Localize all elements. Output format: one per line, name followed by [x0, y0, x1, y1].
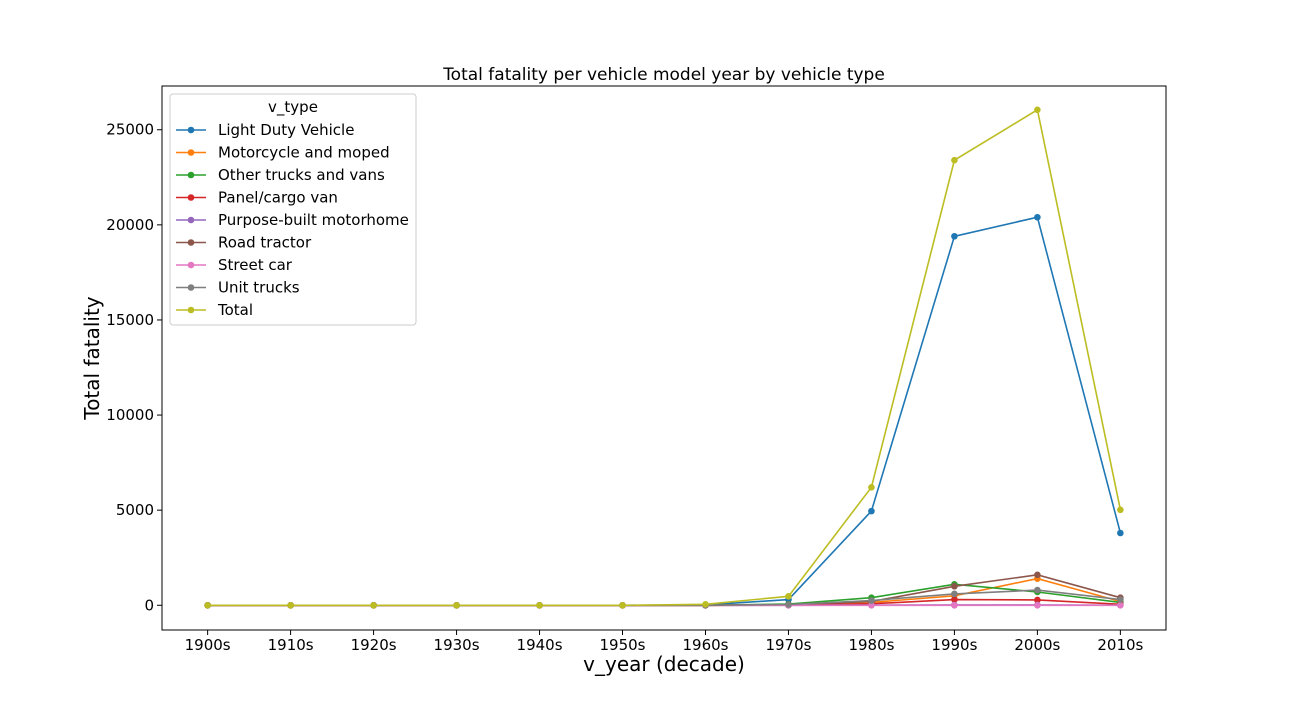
legend-marker: [187, 149, 195, 156]
data-point: [1034, 586, 1041, 594]
data-point: [868, 601, 875, 609]
data-point: [951, 596, 958, 603]
legend-marker: [187, 306, 195, 314]
legend-title: v_type: [268, 98, 318, 117]
y-axis: 0 5000 10000 15000 20000 25000: [106, 121, 162, 614]
x-tick-label: 1990s: [931, 636, 977, 654]
y-axis-label: Total fatality: [80, 296, 104, 420]
legend-marker: [187, 171, 195, 179]
legend-label: Unit trucks: [218, 279, 300, 297]
data-point: [1034, 213, 1041, 221]
data-point: [868, 484, 875, 491]
series-line: [207, 589, 1121, 607]
x-tick-label: 1900s: [185, 636, 231, 654]
x-tick-label: 2000s: [1014, 636, 1060, 654]
legend-item: Unit trucks: [176, 279, 300, 297]
data-point: [785, 593, 792, 600]
x-tick-label: 1980s: [848, 636, 894, 654]
series-line: [207, 108, 1122, 607]
legend-item: Motorcycle and moped: [176, 144, 390, 162]
legend-item: Purpose-built motorhome: [176, 211, 409, 229]
legend-item: Street car: [176, 256, 293, 274]
x-tick-label: 1970s: [765, 636, 811, 654]
legend-marker: [187, 284, 195, 291]
legend-marker: [187, 194, 195, 201]
x-axis: 1900s 1910s 1920s 1930s 1940s 1950s 1960s 1970s…: [185, 630, 1144, 654]
x-tick-label: 1950s: [600, 636, 646, 654]
data-point: [536, 601, 543, 609]
legend-item: Other trucks and vans: [176, 166, 385, 184]
legend-label: Purpose-built motorhome: [218, 211, 409, 229]
legend-label: Other trucks and vans: [218, 166, 385, 184]
data-point: [204, 601, 211, 609]
legend-marker: [187, 239, 195, 246]
x-axis-label: v_year (decade): [583, 652, 745, 676]
legend-label: Street car: [218, 256, 293, 274]
data-point: [1034, 571, 1041, 579]
x-tick-label: 1910s: [268, 636, 314, 654]
data-point: [951, 232, 958, 240]
legend-label: Light Duty Vehicle: [218, 121, 354, 139]
data-point: [1117, 529, 1124, 537]
plot-area: [161, 85, 1167, 631]
data-point: [951, 156, 958, 164]
legend-item: Light Duty Vehicle: [176, 121, 354, 139]
legend-box: [169, 93, 417, 326]
data-point: [1034, 596, 1041, 604]
data-point: [1117, 506, 1124, 514]
x-tick-label: 1940s: [517, 636, 563, 654]
legend-label: Panel/cargo van: [218, 189, 338, 207]
x-tick-label: 2010s: [1097, 636, 1143, 654]
data-point: [453, 601, 460, 609]
legend: v_type Light Duty Vehicle Motorcycle and …: [169, 93, 417, 326]
data-point: [951, 590, 958, 598]
data-point: [370, 601, 377, 609]
data-point: [619, 601, 626, 609]
data-point: [1034, 601, 1041, 609]
x-tick-label: 1920s: [351, 636, 397, 654]
series-panel-cargo-van: [204, 596, 1124, 609]
data-point: [1117, 601, 1124, 609]
data-point: [951, 582, 958, 590]
x-tick-label: 1960s: [682, 636, 728, 654]
series-line: [207, 583, 1121, 607]
legend-label: Motorcycle and moped: [218, 144, 390, 162]
data-point: [868, 597, 875, 604]
data-point: [868, 507, 875, 515]
legend-label: Total: [217, 301, 253, 319]
legend-item: Panel/cargo van: [176, 189, 338, 207]
legend-label: Road tractor: [218, 234, 312, 252]
y-tick-label: 15000: [106, 311, 154, 329]
y-tick-label: 10000: [106, 406, 154, 424]
x-tick-label: 1930s: [434, 636, 480, 654]
series-lines: [204, 106, 1124, 609]
legend-marker: [187, 216, 195, 224]
data-point: [951, 601, 958, 609]
y-tick-label: 5000: [116, 501, 154, 519]
data-point: [1034, 106, 1041, 114]
legend-item: Total: [176, 301, 253, 319]
legend-marker: [187, 126, 195, 134]
legend-item: Road tractor: [176, 234, 312, 252]
y-tick-label: 25000: [106, 121, 154, 139]
data-point: [702, 601, 709, 608]
data-point: [785, 601, 792, 608]
series-total: [204, 106, 1124, 609]
y-tick-label: 0: [144, 596, 154, 614]
data-point: [287, 601, 294, 609]
legend-marker: [187, 261, 195, 269]
chart-title: Total fatality per vehicle model year by…: [442, 65, 885, 85]
data-point: [1117, 596, 1124, 603]
y-tick-label: 20000: [106, 216, 154, 234]
